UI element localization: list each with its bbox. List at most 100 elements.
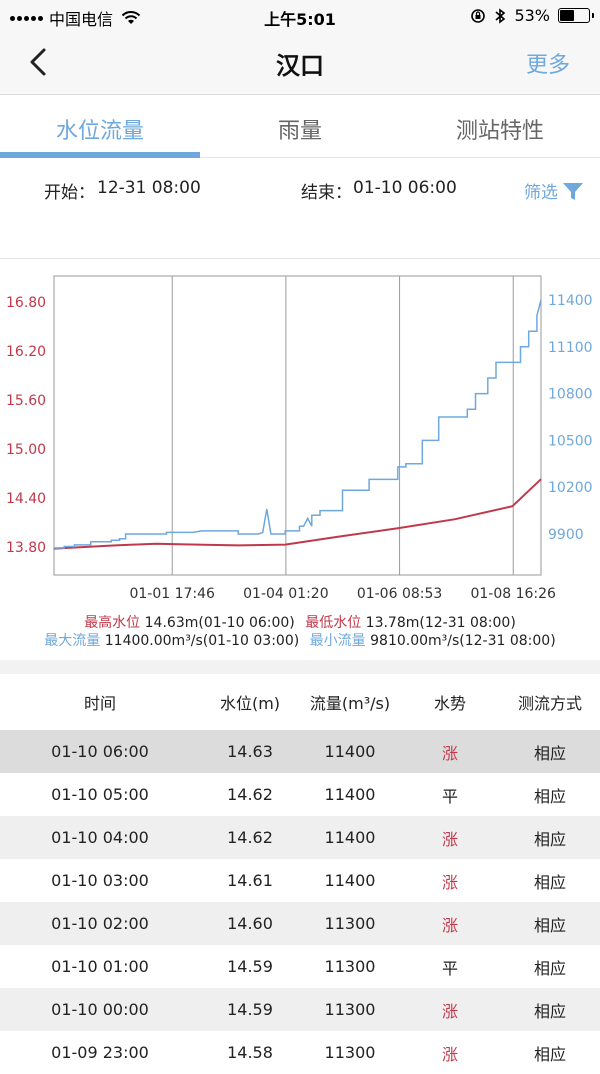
bluetooth-icon [495, 7, 506, 24]
cell-trend: 平 [441, 958, 458, 978]
tab-bar: 水位流量 雨量 测站特性 [0, 95, 600, 158]
flow-series-line [54, 299, 542, 549]
cell-level: 14.59 [227, 1000, 273, 1019]
cell-time: 01-10 05:00 [51, 785, 149, 804]
min-flow-value: 9810.00m³/s(12-31 08:00) [370, 633, 556, 649]
header-level: 水位(m) [219, 694, 281, 713]
wifi-icon [121, 11, 141, 24]
cell-flow: 11400 [324, 742, 376, 761]
cell-method: 相应 [533, 829, 566, 849]
data-table: 时间 水位(m) 流量(m³/s) 水势 测流方式 01-10 06:00 14.… [0, 674, 600, 1074]
cell-trend: 涨 [441, 872, 458, 892]
cell-level: 14.59 [227, 957, 273, 976]
x-tick-label: 01-06 08:53 [357, 586, 442, 602]
cell-time: 01-10 02:00 [51, 914, 149, 933]
table-row[interactable]: 01-10 03:00 14.61 11400 涨 相应 [0, 859, 600, 902]
table-header: 时间 水位(m) 流量(m³/s) 水势 测流方式 [0, 674, 600, 730]
cell-level: 14.61 [227, 871, 273, 890]
cell-time: 01-10 00:00 [51, 1000, 149, 1019]
table-row[interactable]: 01-10 01:00 14.59 11300 平 相应 [0, 945, 600, 988]
stats-summary: 最高水位 14.63m(01-10 06:00) 最低水位 13.78m(12-… [0, 604, 600, 661]
tab-water-level-flow[interactable]: 水位流量 [55, 119, 144, 144]
header-time: 时间 [83, 694, 116, 713]
y-left-tick-label: 16.20 [6, 344, 46, 360]
active-tab-indicator [0, 152, 200, 158]
start-label: 开始： [44, 183, 95, 203]
end-date[interactable]: 01-10 06:00 [353, 178, 457, 198]
cell-flow: 11400 [324, 828, 376, 847]
max-level-value: 14.63m(01-10 06:00) [144, 615, 295, 631]
water-level-flow-chart: 01-01 17:46 01-04 01:20 01-06 08:53 01-08 1… [6, 275, 593, 602]
y-right-tick-label: 10500 [548, 433, 593, 449]
page-title: 汉口 [276, 52, 324, 80]
cell-method: 相应 [533, 786, 566, 806]
cell-method: 相应 [533, 915, 566, 935]
table-row[interactable]: 01-10 05:00 14.62 11400 平 相应 [0, 773, 600, 816]
cell-time: 01-10 03:00 [51, 871, 149, 890]
table-row[interactable]: 01-09 23:00 14.58 11300 涨 相应 [0, 1031, 600, 1074]
y-left-tick-label: 13.80 [6, 540, 46, 556]
cell-flow: 11400 [324, 785, 376, 804]
cell-method: 相应 [533, 1044, 566, 1064]
carrier-name: 中国电信 [49, 10, 114, 29]
cell-trend: 涨 [441, 1001, 458, 1021]
x-tick-label: 01-04 01:20 [243, 586, 328, 602]
back-arrow-icon[interactable] [20, 42, 60, 82]
cell-trend: 平 [441, 786, 458, 806]
carrier: 中国电信 [10, 6, 141, 30]
header-trend: 水势 [433, 694, 466, 713]
cell-trend: 涨 [441, 743, 458, 763]
min-level-label: 最低水位 [305, 615, 362, 631]
cell-level: 14.62 [227, 785, 273, 804]
cell-time: 01-10 01:00 [51, 957, 149, 976]
status-bar: 中国电信 上午5:01 53% [0, 0, 600, 32]
y-left-tick-label: 15.60 [6, 393, 46, 409]
y-left-tick-label: 15.00 [6, 442, 46, 458]
cell-flow: 11300 [324, 1043, 376, 1062]
table-row[interactable]: 01-10 04:00 14.62 11400 涨 相应 [0, 816, 600, 859]
end-label: 结束： [301, 183, 352, 203]
battery-percent: 53% [514, 6, 550, 25]
table-row[interactable]: 01-10 02:00 14.60 11300 涨 相应 [0, 902, 600, 945]
cell-level: 14.63 [227, 742, 273, 761]
table-row[interactable]: 01-10 06:00 14.63 11400 涨 相应 [0, 730, 600, 773]
clock: 上午5:01 [264, 10, 336, 29]
filter-label: 筛选 [524, 183, 558, 203]
y-right-tick-label: 10200 [548, 480, 593, 496]
filter-funnel-icon [563, 182, 583, 200]
cell-level: 14.62 [227, 828, 273, 847]
y-left-tick-label: 14.40 [6, 491, 46, 507]
cell-trend: 涨 [441, 915, 458, 935]
cell-flow: 11300 [324, 957, 376, 976]
cell-method: 相应 [533, 872, 566, 892]
y-right-tick-label: 10800 [548, 387, 593, 403]
cell-time: 01-09 23:00 [51, 1043, 149, 1062]
header-flow: 流量(m³/s) [309, 694, 391, 713]
cell-time: 01-10 06:00 [51, 742, 149, 761]
x-tick-label: 01-08 16:26 [470, 586, 556, 602]
y-right-tick-label: 11400 [548, 293, 593, 309]
max-flow-label: 最大流量 [44, 633, 101, 649]
tab-rainfall[interactable]: 雨量 [277, 119, 322, 144]
cell-time: 01-10 04:00 [51, 828, 149, 847]
battery-icon [558, 8, 594, 23]
cell-level: 14.58 [227, 1043, 273, 1062]
plot-area [53, 275, 542, 576]
section-divider [0, 660, 600, 674]
min-level-value: 13.78m(12-31 08:00) [365, 615, 516, 631]
start-date[interactable]: 12-31 08:00 [97, 178, 201, 198]
orientation-lock-icon [471, 8, 486, 23]
x-tick-label: 01-01 17:46 [129, 586, 215, 602]
cell-level: 14.60 [227, 914, 273, 933]
cell-method: 相应 [533, 743, 566, 763]
tab-station-info[interactable]: 测站特性 [455, 119, 544, 144]
date-filter: 开始： 12-31 08:00 结束： 01-10 06:00 筛选 [0, 158, 600, 259]
header-method: 测流方式 [517, 694, 582, 713]
max-flow-value: 11400.00m³/s(01-10 03:00) [104, 633, 300, 649]
filter-button[interactable]: 筛选 [524, 178, 584, 203]
y-left-tick-label: 16.80 [6, 295, 46, 311]
cell-method: 相应 [533, 958, 566, 978]
more-button[interactable]: 更多 [525, 53, 570, 78]
table-row[interactable]: 01-10 00:00 14.59 11300 涨 相应 [0, 988, 600, 1031]
signal-icon [10, 15, 43, 21]
